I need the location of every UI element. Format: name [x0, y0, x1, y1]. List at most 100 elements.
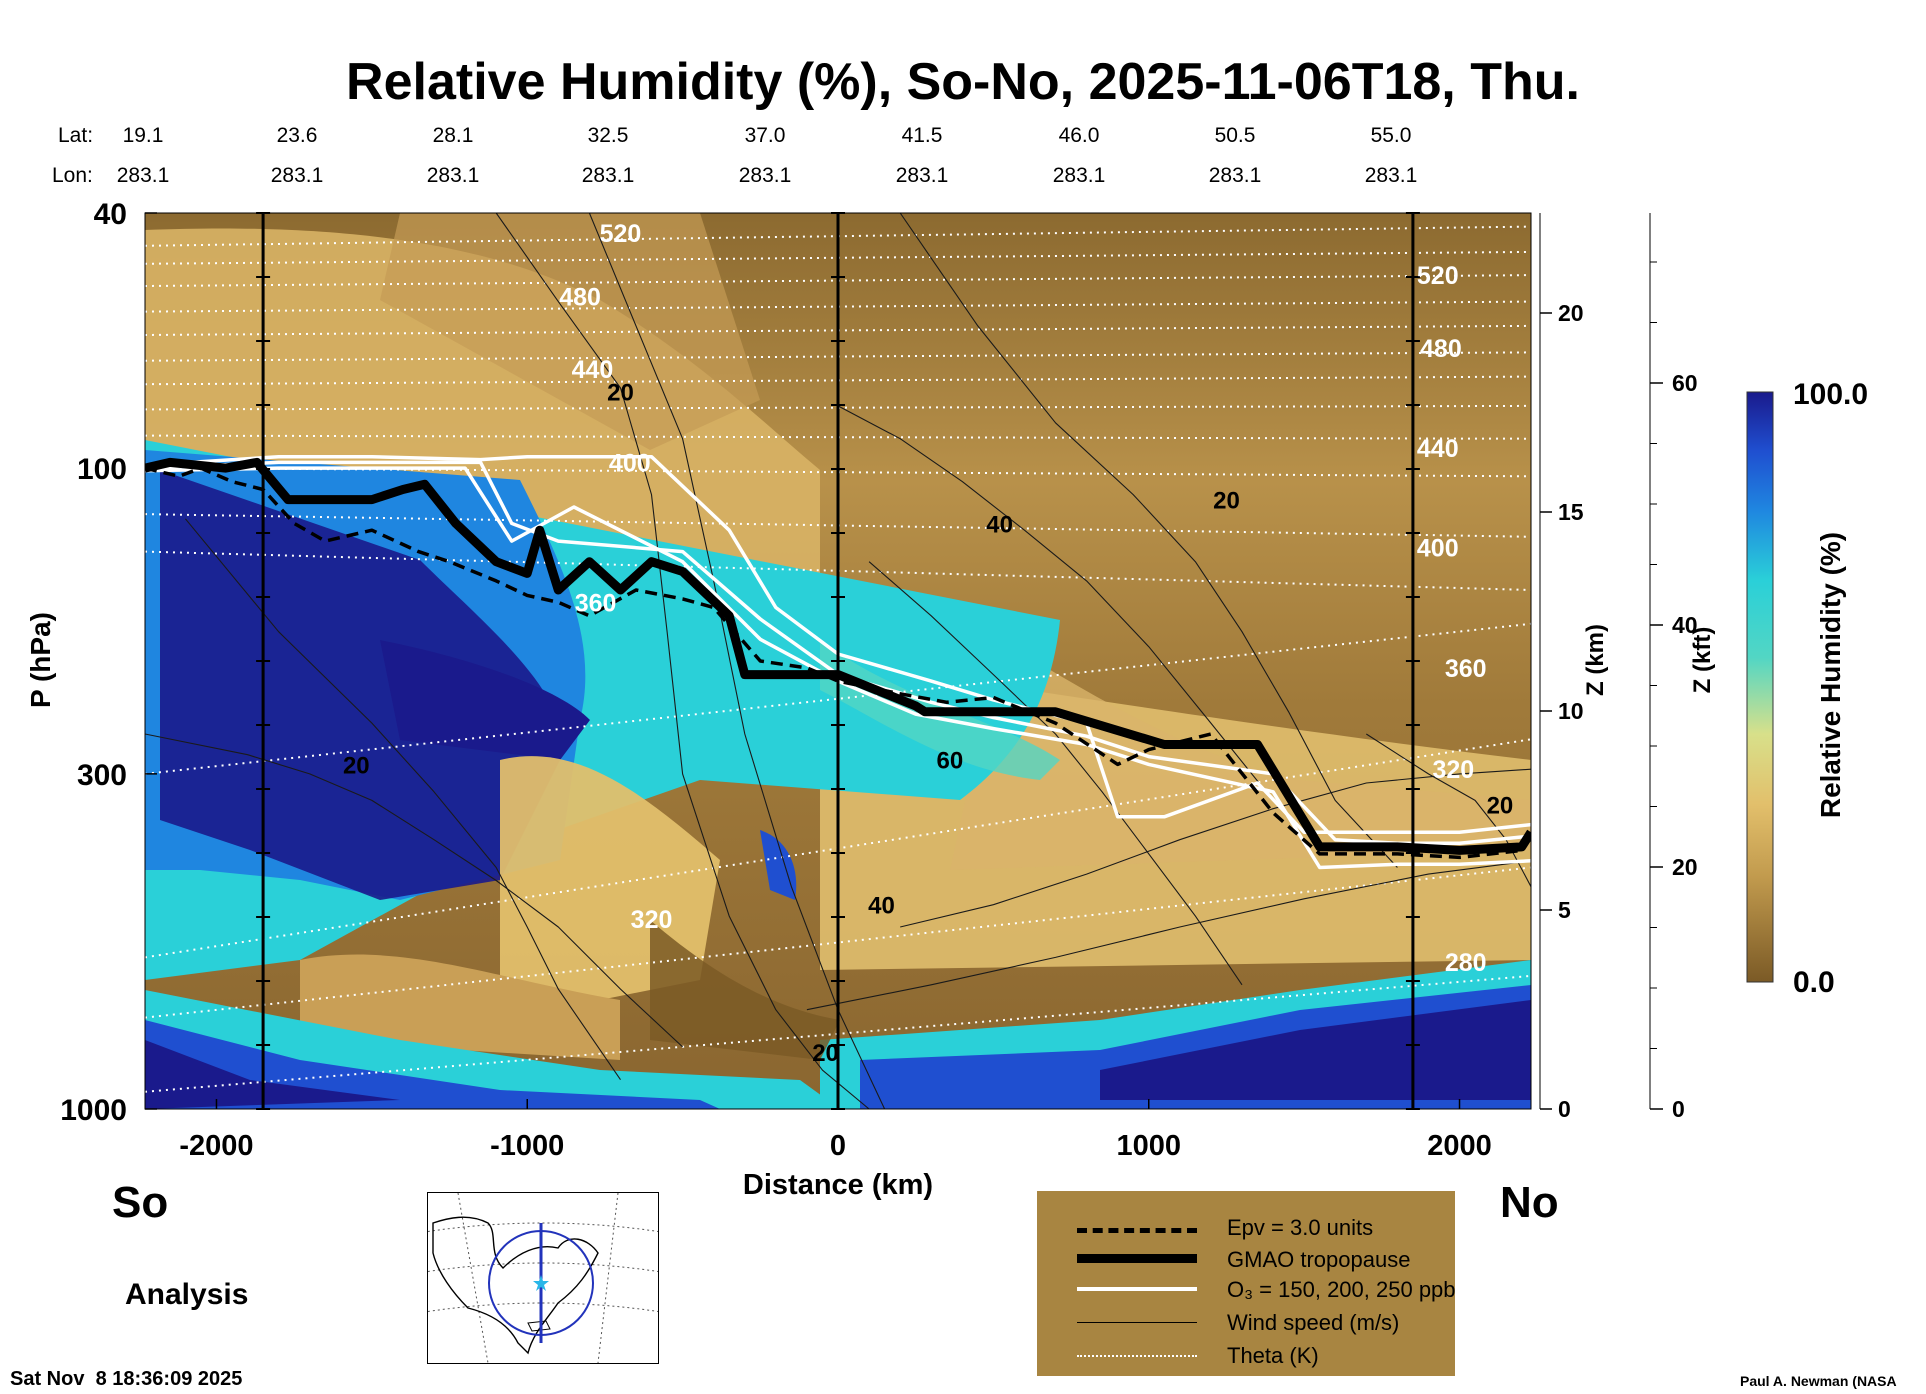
wind-line: [145, 733, 683, 1048]
lon-value: 283.1: [581, 164, 635, 187]
x-tick-label: -1000: [490, 1130, 564, 1162]
wind-label: 20: [343, 752, 370, 779]
theta-label: 440: [1417, 435, 1459, 463]
y-tick-label: 40: [94, 198, 127, 231]
ozone-contours: [145, 454, 1531, 870]
wind-label: 40: [868, 893, 895, 920]
epv-contour: [145, 466, 1522, 860]
lat-value: 41.5: [901, 124, 943, 147]
lat-row-label: Lat:: [58, 124, 94, 147]
theta-line: [145, 866, 1531, 1019]
x-tick-label: 1000: [1117, 1130, 1182, 1162]
wind-label: 20: [1487, 793, 1514, 820]
z-km-tick-label: 20: [1558, 300, 1584, 326]
wind-line: [900, 768, 1531, 928]
legend-theta-swatch: [1077, 1355, 1197, 1357]
field-navy-bottom-right: [1100, 1000, 1531, 1100]
o3-line: [145, 460, 1531, 846]
o3-line: [145, 466, 1531, 870]
field-dark-band: [650, 920, 840, 1060]
lon-value: 283.1: [116, 164, 170, 187]
lon-value: 283.1: [895, 164, 949, 187]
theta-label: 320: [631, 906, 673, 934]
lat-value: 55.0: [1370, 124, 1412, 147]
lon-value: 283.1: [270, 164, 324, 187]
tropopause-line: [145, 457, 1531, 855]
z-km-tick-label: 10: [1558, 698, 1584, 724]
wind-contours: [145, 213, 1531, 1109]
wind-line: [495, 213, 870, 1109]
theta-label: 440: [572, 356, 614, 384]
field-tan-upper-middle: [380, 213, 760, 450]
field-tan-mid-band: [950, 640, 1531, 870]
wind-line: [899, 213, 1398, 868]
theta-labels: 520 480 440 400 360 320 520 480 440 400 360 320 280: [559, 220, 1486, 977]
legend-epv-label: Epv = 3.0 units: [1227, 1215, 1374, 1240]
wind-label: 20: [607, 380, 634, 407]
legend: Epv = 3.0 units GMAO tropopause O₃ = 150…: [1037, 1191, 1456, 1376]
field-blue-blob: [760, 830, 797, 900]
theta-label: 320: [1432, 756, 1474, 784]
lat-value: 37.0: [744, 124, 786, 147]
x-axis-title: Distance (km): [743, 1169, 933, 1201]
field-tan-lower-left-2: [300, 954, 620, 1060]
z-km-tick-label: 5: [1558, 897, 1571, 923]
wind-line: [837, 405, 1274, 801]
theta-label: 480: [559, 284, 601, 312]
colorbar-min-label: 0.0: [1793, 966, 1835, 999]
wind-line: [868, 561, 1243, 986]
wind-line: [1366, 733, 1531, 887]
lat-value: 32.5: [587, 124, 629, 147]
z-km-tick-label: 15: [1558, 499, 1584, 525]
x-tick-label: -2000: [179, 1130, 253, 1162]
wind-label: 20: [812, 1040, 839, 1067]
x-tick-label: 0: [830, 1130, 846, 1162]
lon-row-label: Lon:: [52, 164, 93, 187]
lat-value: 19.1: [122, 124, 164, 147]
field-navy-bottom-left: [145, 1040, 400, 1109]
colorbar-max-label: 100.0: [1793, 378, 1868, 411]
theta-label: 400: [1417, 534, 1459, 562]
theta-label: 400: [609, 449, 651, 477]
lat-value: 28.1: [432, 124, 474, 147]
z-kft-title: Z (kft): [1689, 627, 1716, 694]
lon-value: 283.1: [738, 164, 792, 187]
z-km-title: Z (km): [1582, 624, 1609, 696]
theta-line: [145, 974, 1531, 1093]
theta-line: [145, 622, 1531, 775]
tropopause-line: [145, 457, 1531, 855]
o3-line: [145, 454, 1531, 834]
locator-map: [427, 1192, 659, 1364]
map-center-star-icon: [533, 1275, 549, 1291]
wind-label: 40: [986, 511, 1013, 538]
z-km-axis: 0 5 10 15 20: [1539, 213, 1584, 1122]
locator-map-drawing: [428, 1193, 658, 1363]
colorbar-title: Relative Humidity (%): [1815, 532, 1846, 818]
legend-wind-label: Wind speed (m/s): [1227, 1310, 1400, 1335]
wind-labels: 20 40 20 60 20 40 20 20: [343, 380, 1513, 1067]
timestamp: Sat Nov 8 18:36:09 2025: [10, 1368, 243, 1390]
legend-wind-swatch: [1077, 1322, 1197, 1323]
credit: Paul A. Newman (NASA: [1740, 1373, 1897, 1389]
y-tick-label: 1000: [60, 1094, 127, 1127]
x-tick-label: 2000: [1427, 1130, 1492, 1162]
legend-epv-swatch: [1077, 1228, 1197, 1233]
lon-value: 283.1: [1364, 164, 1418, 187]
chart-title: Relative Humidity (%), So-No, 2025-11-06…: [346, 53, 1580, 111]
legend-o3-swatch: [1077, 1287, 1197, 1291]
theta-label: 480: [1420, 335, 1462, 363]
z-kft-axis: 0 20 40 60: [1649, 213, 1698, 1122]
theta-label: 360: [575, 589, 617, 617]
analysis-label: Analysis: [125, 1278, 249, 1311]
z-kft-tick-label: 0: [1672, 1096, 1685, 1122]
colorbar: [1746, 391, 1774, 983]
y-tick-label: 300: [77, 759, 127, 792]
wind-line: [184, 518, 621, 1081]
y-tick-label: 100: [77, 453, 127, 486]
z-km-tick-label: 0: [1558, 1096, 1571, 1122]
wind-label: 60: [937, 748, 964, 775]
theta-label: 520: [600, 220, 642, 248]
lat-value: 23.6: [276, 124, 318, 147]
epv-line: [145, 466, 1522, 860]
x-axis: -2000 -1000 0 1000 2000: [179, 1099, 1492, 1162]
